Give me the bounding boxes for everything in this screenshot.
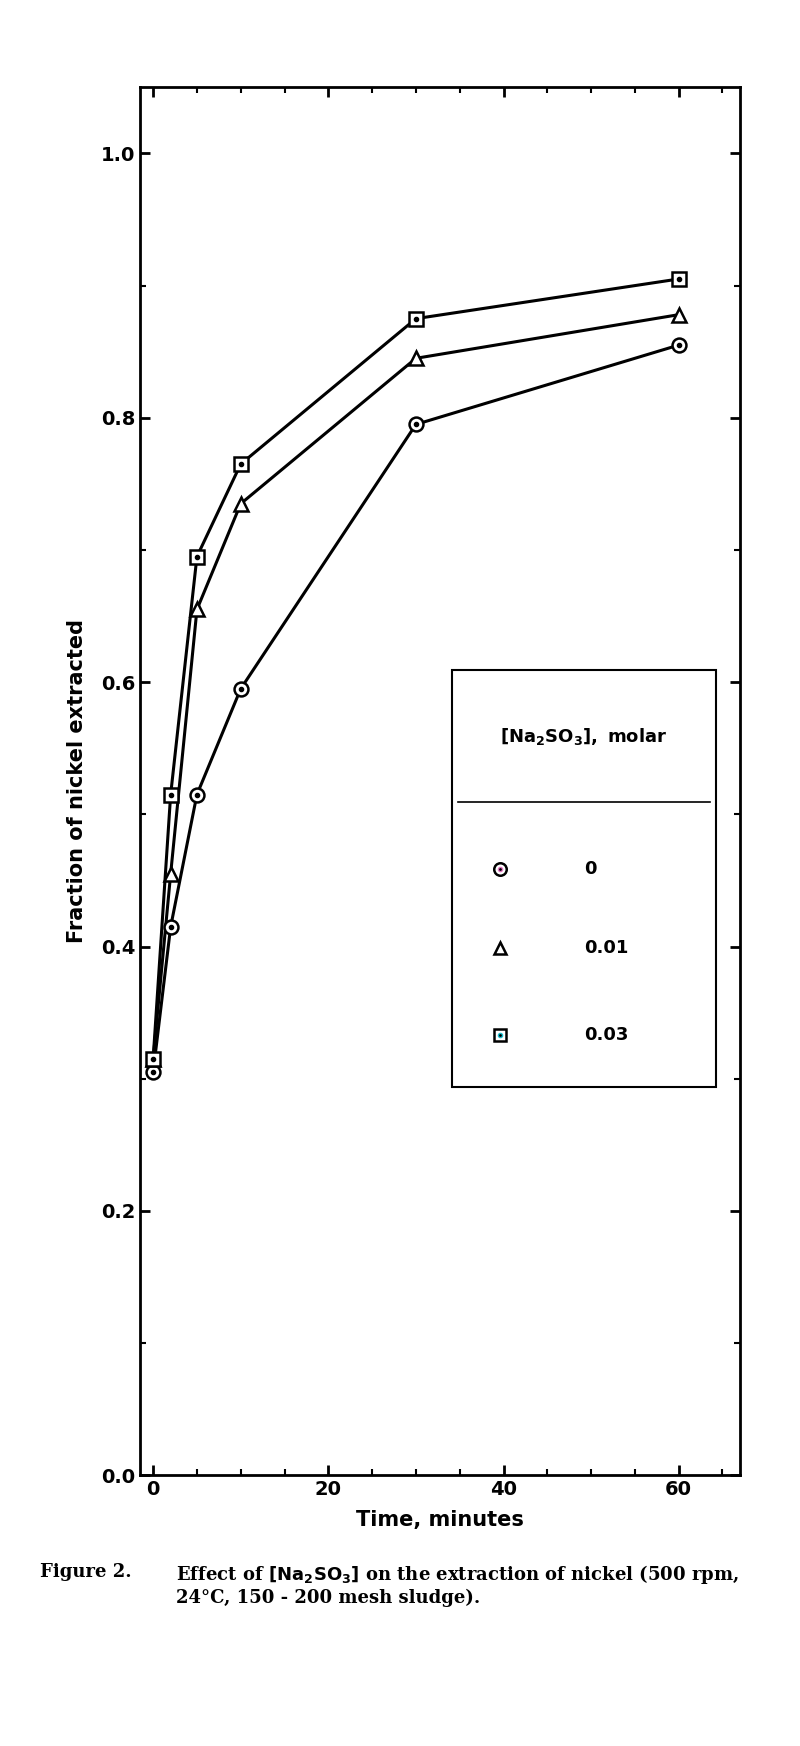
Y-axis label: Fraction of nickel extracted: Fraction of nickel extracted <box>67 620 87 943</box>
Text: Figure 2.: Figure 2. <box>40 1563 132 1580</box>
X-axis label: Time, minutes: Time, minutes <box>356 1510 524 1529</box>
FancyBboxPatch shape <box>452 670 716 1086</box>
Text: 0.03: 0.03 <box>584 1027 628 1044</box>
Text: $\mathbf{[Na_2SO_3]}$$\mathbf{,\ molar}$: $\mathbf{[Na_2SO_3]}$$\mathbf{,\ molar}$ <box>500 726 668 747</box>
Text: 0.01: 0.01 <box>584 939 628 957</box>
Text: 0: 0 <box>584 859 597 878</box>
Text: Effect of $\mathbf{[Na_2SO_3]}$ on the extraction of nickel (500 rpm,
24°C, 150 : Effect of $\mathbf{[Na_2SO_3]}$ on the e… <box>176 1563 738 1606</box>
